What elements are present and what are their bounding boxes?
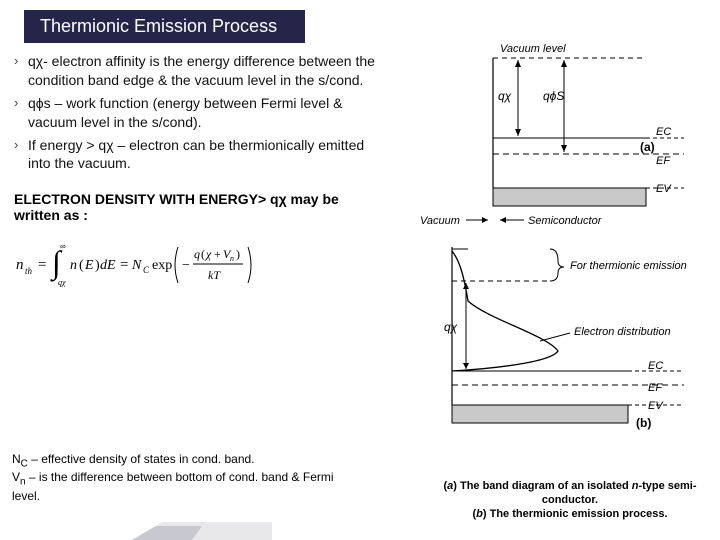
qchi-label-a: qχ	[498, 89, 512, 103]
svg-text:qχ: qχ	[58, 278, 66, 287]
ev-label-a: EV	[656, 183, 672, 195]
bullet-item: qχ- electron affinity is the energy diff…	[28, 52, 378, 90]
ec-label-a: EC	[656, 126, 671, 138]
semiconductor-label: Semiconductor	[528, 215, 603, 227]
footnote-vn-text: – is the difference between bottom of co…	[12, 470, 334, 502]
svg-text:=: =	[38, 257, 46, 273]
electron-dist-label: Electron distribution	[574, 326, 671, 338]
slide-accent-icon	[132, 520, 272, 540]
band-diagram-b: For thermionic emission Electron distrib…	[388, 241, 688, 441]
figure-label-a: (a)	[640, 140, 655, 154]
svg-text:(: (	[79, 258, 84, 273]
bullet-item: If energy > qχ – electron can be thermio…	[28, 136, 378, 174]
svg-text:n: n	[16, 257, 24, 273]
vacuum-level-label: Vacuum level	[500, 43, 566, 55]
svg-text:n: n	[70, 258, 77, 273]
footnote-nc: N	[12, 452, 21, 466]
ef-label-b: EF	[648, 382, 663, 394]
caption-text: ) The thermionic emission process.	[483, 508, 668, 520]
right-column: Vacuum level qχ qϕS EC EF EV Vacuum Semi…	[388, 40, 708, 452]
svg-text:=: =	[120, 257, 128, 273]
svg-text:χ: χ	[205, 247, 212, 261]
thermionic-label: For thermionic emission	[570, 260, 687, 272]
ef-label-a: EF	[656, 155, 671, 167]
band-diagram-a: Vacuum level qχ qϕS EC EF EV Vacuum Semi…	[388, 40, 688, 230]
ev-label-b: EV	[648, 400, 664, 412]
svg-text:E: E	[84, 258, 94, 273]
svg-text:−: −	[182, 258, 190, 273]
qphis-label: qϕS	[543, 89, 564, 103]
svg-text:th: th	[25, 266, 33, 276]
svg-text:∞: ∞	[60, 242, 66, 251]
figure-caption: (a) The band diagram of an isolated n-ty…	[432, 480, 708, 521]
svg-text:N: N	[131, 258, 142, 273]
svg-text:n: n	[230, 254, 234, 263]
left-column: qχ- electron affinity is the energy diff…	[10, 52, 378, 300]
footnote: NC – effective density of states in cond…	[12, 452, 342, 504]
svg-text:C: C	[143, 265, 150, 275]
footnote-vn: V	[12, 470, 20, 484]
caption-text: ) The band diagram of an isolated	[453, 480, 631, 492]
equation: n th = ∫ ∞ qχ n ( E ) dE = N C exp − q (…	[10, 235, 378, 300]
figure-label-b: (b)	[636, 416, 651, 430]
svg-text:): )	[236, 247, 240, 261]
slide-title: Thermionic Emission Process	[24, 10, 305, 43]
vacuum-label: Vacuum	[420, 215, 460, 227]
caption-text: b	[476, 508, 483, 520]
ec-label-b: EC	[648, 360, 663, 372]
svg-text:q: q	[194, 247, 200, 261]
svg-text:kT: kT	[208, 268, 221, 282]
qchi-label-b: qχ	[444, 320, 458, 334]
svg-text:(: (	[201, 247, 205, 261]
bullet-list: qχ- electron affinity is the energy diff…	[10, 52, 378, 173]
svg-text:exp: exp	[152, 258, 172, 273]
svg-text:+: +	[214, 247, 221, 261]
bullet-item: qϕs – work function (energy between Ferm…	[28, 94, 378, 132]
density-heading: ELECTRON DENSITY WITH ENERGY> qχ may be …	[10, 191, 378, 223]
footnote-nc-text: – effective density of states in cond. b…	[28, 452, 255, 466]
svg-text:dE: dE	[100, 258, 116, 273]
